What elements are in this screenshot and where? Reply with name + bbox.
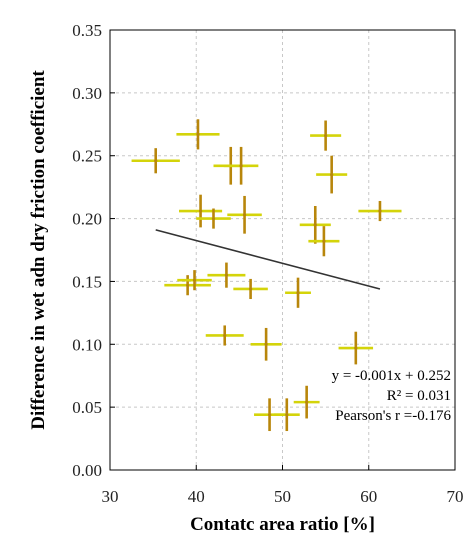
data-marker — [324, 134, 328, 138]
x-tick-label: 30 — [102, 487, 119, 506]
grid-lines — [109, 29, 456, 471]
data-marker — [242, 213, 247, 217]
data-marker — [296, 291, 300, 295]
x-tick-labels: 30 40 50 60 70 — [102, 487, 464, 506]
data-marker — [264, 342, 268, 346]
y-tick-label: 0.15 — [72, 272, 102, 291]
y-tick-label: 0.30 — [72, 84, 102, 103]
data-point — [176, 119, 220, 150]
y-tick-label: 0.25 — [72, 147, 102, 166]
y-axis-title: Difference in wet adn dry friction coeff… — [28, 70, 49, 430]
data-marker — [198, 209, 203, 213]
data-point — [293, 385, 320, 419]
data-point — [285, 277, 311, 308]
y-tick-label: 0.10 — [72, 335, 102, 354]
data-point — [131, 148, 180, 174]
data-marker — [224, 273, 229, 277]
y-tick-label: 0.20 — [72, 210, 102, 229]
x-tick-label: 50 — [274, 487, 291, 506]
data-point — [316, 155, 348, 194]
data-marker — [322, 239, 326, 243]
x-axis-title: Contatc area ratio [%] — [190, 514, 375, 535]
data-marker — [285, 413, 289, 417]
data-points — [131, 119, 402, 432]
trend-line — [155, 229, 381, 290]
y-tick-label: 0.35 — [72, 21, 102, 40]
data-point — [310, 120, 342, 151]
data-point — [205, 325, 244, 346]
data-marker — [154, 159, 158, 163]
data-marker — [223, 333, 227, 338]
data-marker — [354, 346, 358, 350]
data-point — [207, 262, 246, 288]
data-marker — [330, 172, 334, 177]
data-marker — [378, 209, 382, 213]
x-tick-label: 40 — [188, 487, 205, 506]
data-marker — [248, 287, 253, 291]
equation-annotation: y = -0.001x + 0.252 — [332, 368, 451, 384]
data-marker — [192, 278, 197, 282]
plot-frame — [109, 29, 456, 471]
data-point — [177, 270, 212, 291]
data-marker — [313, 223, 317, 227]
data-point — [179, 194, 223, 228]
data-point — [223, 146, 259, 185]
data-point — [233, 278, 268, 300]
data-marker — [211, 216, 216, 221]
data-point — [308, 226, 340, 257]
data-marker — [239, 164, 243, 168]
y-tick-labels: 0.00 0.05 0.10 0.15 0.20 0.25 0.30 0.35 — [72, 21, 102, 480]
y-tick-label: 0.05 — [72, 398, 102, 417]
data-point — [273, 398, 300, 432]
data-point — [227, 195, 262, 234]
r-squared-annotation: R² = 0.031 — [387, 388, 451, 404]
data-point — [196, 208, 231, 229]
data-point — [250, 327, 282, 361]
data-point — [338, 331, 374, 365]
pearson-annotation: Pearson's r =-0.176 — [335, 408, 451, 424]
data-point — [358, 200, 402, 222]
x-tick-label: 70 — [447, 487, 464, 506]
y-tick-label: 0.00 — [72, 461, 102, 480]
data-marker — [186, 283, 190, 287]
data-point — [164, 275, 211, 296]
data-marker — [267, 413, 272, 417]
x-tick-label: 60 — [360, 487, 377, 506]
data-marker — [196, 132, 200, 136]
data-point — [299, 206, 331, 244]
data-marker — [305, 400, 309, 404]
